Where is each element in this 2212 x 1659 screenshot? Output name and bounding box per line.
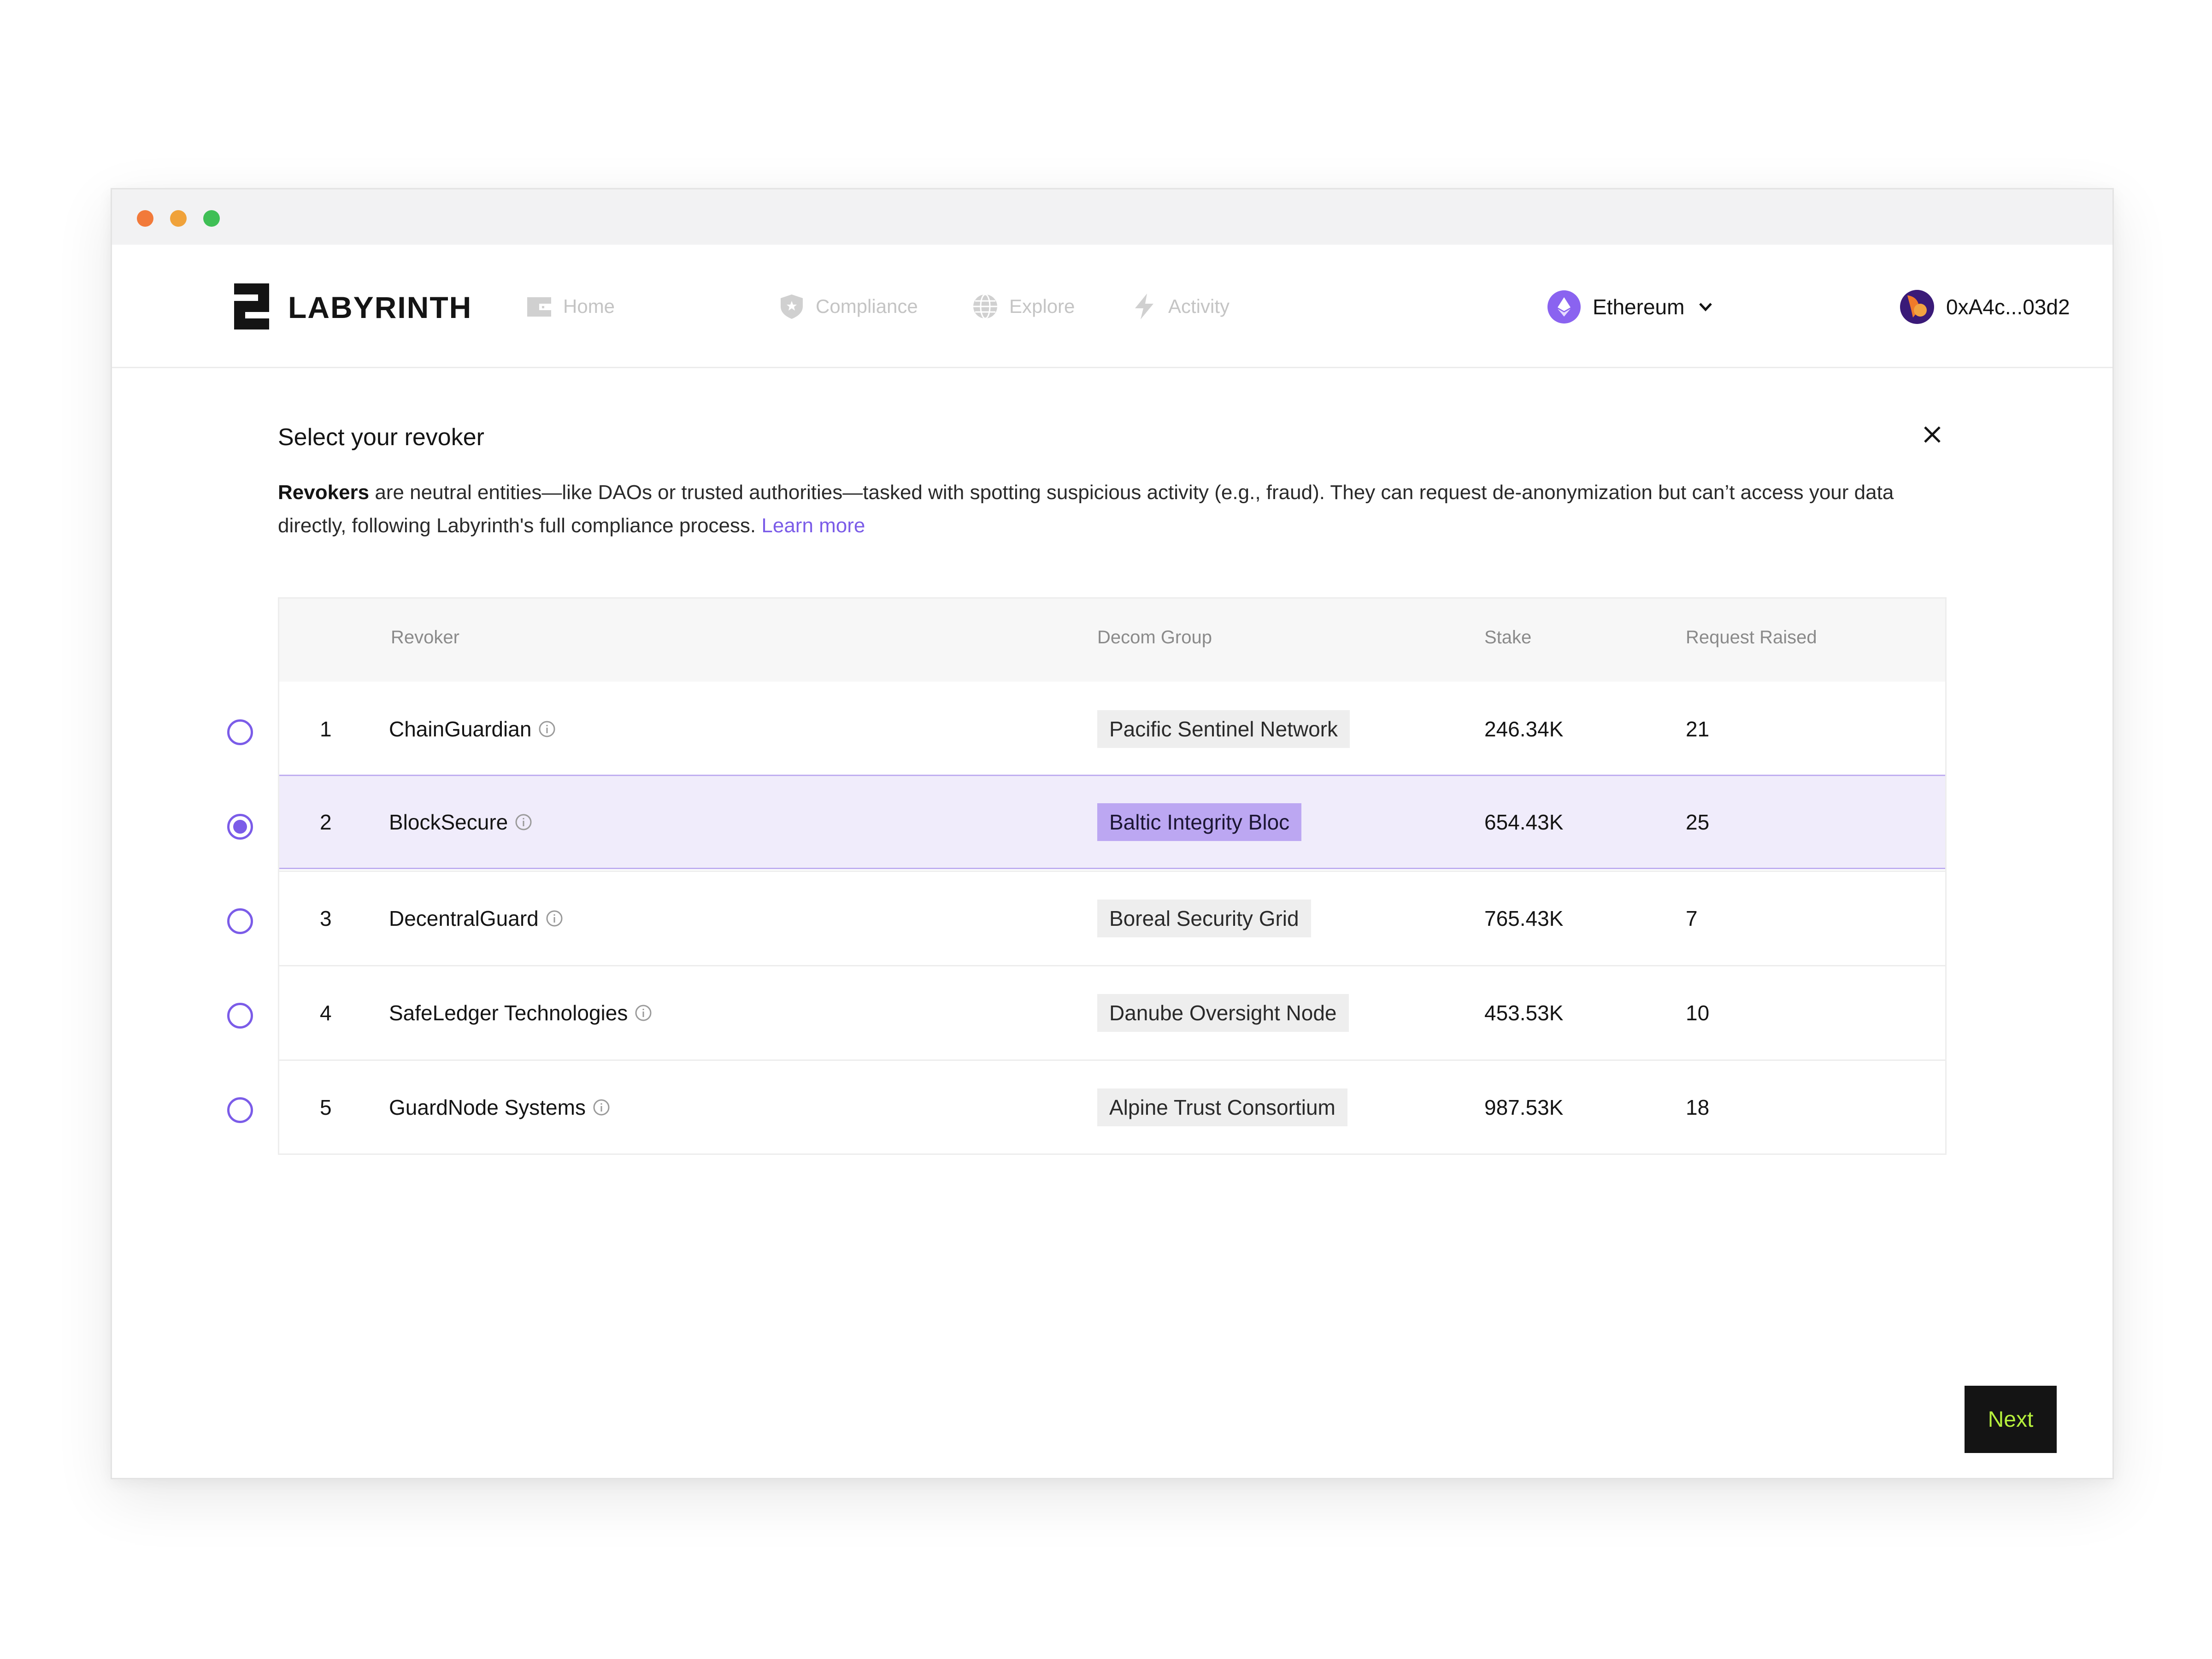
decom-group-cell: Boreal Security Grid (1097, 872, 1311, 965)
radio-revoker-2[interactable] (227, 814, 253, 840)
wallet-button[interactable]: 0xA4c...03d2 (1900, 289, 2070, 324)
chevron-down-icon (1699, 303, 1712, 312)
globe-icon (973, 294, 997, 319)
stake-value: 246.34K (1484, 717, 1564, 741)
header-request-raised: Request Raised (1686, 627, 1817, 647)
nav-label: Compliance (816, 295, 918, 317)
nav-label: Explore (1009, 295, 1075, 317)
revoker-name-cell: SafeLedger Technologies (389, 966, 653, 1059)
info-icon[interactable] (634, 1004, 653, 1022)
revoker-name-cell: DecentralGuard (389, 872, 564, 965)
nav-label: Activity (1168, 295, 1230, 317)
header-decom-group: Decom Group (1097, 627, 1212, 647)
nav-label: Home (563, 295, 615, 317)
row-number: 3 (320, 906, 332, 930)
request-count: 21 (1686, 717, 1710, 741)
table-row-selected[interactable]: 2 BlockSecure Baltic Integrity Bloc 654.… (279, 775, 1945, 869)
row-number: 1 (320, 717, 332, 741)
maximize-window-button[interactable] (203, 210, 220, 227)
table-row[interactable]: 3 DecentralGuard Boreal Security Grid 76… (279, 871, 1945, 965)
radio-revoker-5[interactable] (227, 1097, 253, 1123)
brand-name[interactable]: LABYRINTH (288, 290, 472, 324)
table-row[interactable]: 1 ChainGuardian Pacific Sentinel Network… (279, 682, 1945, 776)
row-number: 4 (320, 1001, 332, 1025)
revoker-name: ChainGuardian (389, 717, 532, 741)
decom-group-tag: Danube Oversight Node (1097, 994, 1349, 1032)
radio-revoker-1[interactable] (227, 719, 253, 745)
row-number: 2 (320, 810, 332, 834)
stake-value: 453.53K (1484, 1001, 1564, 1025)
table-row[interactable]: 5 GuardNode Systems Alpine Trust Consort… (279, 1059, 1945, 1154)
revoker-name: BlockSecure (389, 810, 508, 834)
network-selector[interactable]: Ethereum (1547, 289, 1715, 324)
dialog-title: Select your revoker (278, 424, 484, 451)
radio-revoker-4[interactable] (227, 1003, 253, 1029)
header-stake: Stake (1484, 627, 1532, 647)
table-header: Revoker Decom Group Stake Request Raised (279, 599, 1945, 682)
decom-group-cell: Baltic Integrity Bloc (1097, 776, 1302, 868)
revoker-name-cell: ChainGuardian (389, 682, 556, 776)
table-row[interactable]: 4 SafeLedger Technologies Danube Oversig… (279, 965, 1945, 1059)
description-bold: Revokers (278, 481, 370, 504)
decom-group-tag: Alpine Trust Consortium (1097, 1088, 1347, 1126)
info-icon[interactable] (545, 909, 564, 928)
info-icon[interactable] (514, 813, 533, 831)
window-titlebar (112, 189, 2112, 245)
request-count: 7 (1686, 906, 1698, 930)
stake-value: 765.43K (1484, 906, 1564, 930)
stake-value: 654.43K (1484, 810, 1564, 834)
decom-group-tag: Boreal Security Grid (1097, 900, 1311, 937)
radio-revoker-3[interactable] (227, 908, 253, 934)
nav-item-home[interactable]: Home (525, 293, 615, 320)
decom-group-cell: Alpine Trust Consortium (1097, 1061, 1347, 1154)
request-count: 18 (1686, 1095, 1710, 1119)
stake-value: 987.53K (1484, 1095, 1564, 1119)
learn-more-link[interactable]: Learn more (761, 514, 865, 537)
header-revoker: Revoker (391, 627, 459, 647)
top-navigation-bar: LABYRINTH Home Compliance (112, 245, 2112, 368)
info-icon[interactable] (592, 1098, 611, 1117)
network-label: Ethereum (1593, 295, 1685, 319)
revoker-name-cell: BlockSecure (389, 776, 533, 868)
close-window-button[interactable] (137, 210, 153, 227)
close-icon (1924, 426, 1941, 443)
decom-group-cell: Pacific Sentinel Network (1097, 682, 1350, 776)
decom-group-cell: Danube Oversight Node (1097, 966, 1349, 1059)
description-text: are neutral entities—like DAOs or truste… (278, 481, 1894, 537)
next-button[interactable]: Next (1965, 1386, 2057, 1453)
row-number: 5 (320, 1095, 332, 1119)
app-window: LABYRINTH Home Compliance (111, 188, 2114, 1479)
nav-item-explore[interactable]: Explore (971, 293, 1075, 320)
revoker-name-cell: GuardNode Systems (389, 1061, 611, 1154)
labyrinth-logo-icon (234, 283, 269, 329)
request-count: 10 (1686, 1001, 1710, 1025)
request-count: 25 (1686, 810, 1710, 834)
decom-group-tag: Pacific Sentinel Network (1097, 710, 1350, 748)
ethereum-icon (1547, 290, 1581, 324)
bolt-icon (1135, 294, 1153, 319)
shield-icon (781, 294, 803, 319)
nav-item-compliance[interactable]: Compliance (778, 293, 918, 320)
dialog-description: Revokers are neutral entities—like DAOs … (278, 476, 1955, 542)
wallet-icon (527, 297, 551, 317)
revoker-name: GuardNode Systems (389, 1095, 586, 1119)
revoker-name: DecentralGuard (389, 906, 539, 930)
minimize-window-button[interactable] (170, 210, 187, 227)
info-icon[interactable] (538, 720, 556, 738)
nav-item-activity[interactable]: Activity (1130, 293, 1230, 320)
wallet-address: 0xA4c...03d2 (1946, 295, 2070, 319)
close-dialog-button[interactable] (1918, 420, 1947, 449)
revoker-name: SafeLedger Technologies (389, 1001, 628, 1025)
decom-group-tag: Baltic Integrity Bloc (1097, 803, 1302, 841)
avatar (1900, 290, 1934, 324)
revoker-table: Revoker Decom Group Stake Request Raised… (278, 597, 1947, 1155)
